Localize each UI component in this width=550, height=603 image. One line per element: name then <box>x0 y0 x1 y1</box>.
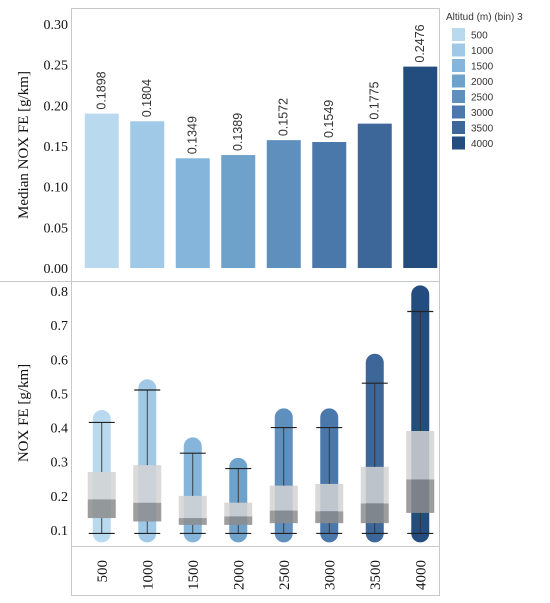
bar-2500 <box>266 140 301 268</box>
bottom-y-axis-title: NOX FE [g/km] <box>16 364 32 462</box>
legend-swatch-1000 <box>452 43 465 57</box>
data-label-4000: 0.2476 <box>413 24 427 62</box>
data-label-2500: 0.1572 <box>277 98 291 136</box>
bottom-y-tick-label: 0.2 <box>51 490 69 505</box>
chart-frame <box>71 8 440 596</box>
box-4000 <box>406 285 435 543</box>
box-3500 <box>360 353 389 543</box>
data-label-3500: 0.1775 <box>368 81 382 119</box>
bar-1000 <box>130 121 165 269</box>
box-lower <box>133 502 162 522</box>
box-3000 <box>315 408 344 543</box>
bar-500 <box>84 113 119 268</box>
x-tick-label: 1000 <box>140 560 156 590</box>
box-1500 <box>178 437 207 543</box>
box-lower <box>178 518 207 525</box>
x-tick-label: 1500 <box>186 560 202 590</box>
box-lower <box>406 479 435 513</box>
bottom-y-tick-label: 0.6 <box>51 353 69 368</box>
legend-label-2500: 2500 <box>471 93 494 104</box>
x-tick-label: 500 <box>95 560 111 583</box>
x-tick-label: 2500 <box>277 560 293 590</box>
box-upper <box>224 502 253 517</box>
x-tick-label: 2000 <box>231 560 247 590</box>
data-label-3000: 0.1549 <box>322 100 336 138</box>
legend-swatch-2500 <box>452 90 465 103</box>
legend-swatch-4000 <box>452 136 465 150</box>
data-label-1000: 0.1804 <box>140 79 154 117</box>
top-y-ticks: 0.00 0.05 0.10 0.15 0.20 0.25 0.30 <box>44 18 69 277</box>
top-data-labels: 0.1898 0.1804 0.1349 0.1389 0.1572 0.1549 0.17… <box>95 24 428 154</box>
box-2000 <box>224 457 253 543</box>
box-lower <box>87 499 116 519</box>
top-y-tick-label: 0.00 <box>44 262 69 277</box>
legend-label-1500: 1500 <box>471 62 494 73</box>
legend-swatch-3500 <box>452 121 465 134</box>
box-500 <box>87 410 116 543</box>
top-y-tick-label: 0.25 <box>44 59 69 74</box>
legend-label-3500: 3500 <box>471 124 494 135</box>
x-tick-label: 3500 <box>368 560 384 590</box>
x-tick-label: 3000 <box>322 560 338 590</box>
box-upper <box>360 466 389 504</box>
legend-swatch-1500 <box>452 59 465 72</box>
box-lower <box>269 510 298 524</box>
bar-3000 <box>312 142 347 268</box>
top-y-tick-label: 0.20 <box>44 99 69 114</box>
top-y-tick-label: 0.15 <box>44 140 69 155</box>
bottom-y-tick-label: 0.7 <box>51 319 69 334</box>
box-upper <box>133 465 162 503</box>
bar-1500 <box>175 158 210 268</box>
box-upper <box>178 495 207 519</box>
box-upper <box>315 483 344 512</box>
legend-title: Altitud (m) (bin) 3 <box>446 12 523 23</box>
legend-label-3000: 3000 <box>471 108 494 119</box>
box-lower <box>360 503 389 524</box>
x-tick-labels: 500 1000 1500 2000 2500 3000 3500 4000 <box>95 560 430 590</box>
bottom-y-tick-label: 0.1 <box>51 524 69 539</box>
bottom-y-tick-label: 0.3 <box>51 456 69 471</box>
bottom-y-ticks: 0.1 0.2 0.3 0.4 0.5 0.6 0.7 0.8 <box>51 285 69 539</box>
legend-label-2000: 2000 <box>471 77 494 88</box>
box-lower <box>315 511 344 524</box>
bar-3500 <box>357 123 392 268</box>
legend-swatch-3000 <box>452 105 465 119</box>
data-label-2000: 0.1389 <box>231 113 245 151</box>
legend-swatch-2000 <box>452 74 465 88</box>
x-tick-label: 4000 <box>413 560 429 590</box>
box-2500 <box>269 408 298 543</box>
top-y-axis-title: Median NOX FE [g/km] <box>16 71 32 219</box>
data-label-500: 0.1898 <box>95 71 109 109</box>
box-upper <box>269 485 298 511</box>
bar-2000 <box>221 155 256 268</box>
bar-4000 <box>403 66 438 268</box>
bottom-y-tick-label: 0.5 <box>51 387 69 402</box>
legend-swatch-500 <box>452 28 465 41</box>
box-plots <box>87 285 435 543</box>
top-y-tick-label: 0.30 <box>44 18 69 33</box>
legend-label-500: 500 <box>471 31 488 42</box>
data-label-1500: 0.1349 <box>186 116 200 154</box>
legend-label-1000: 1000 <box>471 46 494 57</box>
box-upper <box>406 430 435 480</box>
box-lower <box>224 516 253 525</box>
box-1000 <box>133 379 162 543</box>
top-y-tick-label: 0.10 <box>44 181 69 196</box>
bottom-y-tick-label: 0.4 <box>51 422 69 437</box>
legend: Altitud (m) (bin) 3 500 1000 1500 2000 2500 3… <box>446 12 523 150</box>
legend-label-4000: 4000 <box>471 139 494 150</box>
bottom-y-tick-label: 0.8 <box>51 285 69 300</box>
top-bars <box>84 66 438 269</box>
box-upper <box>87 471 116 500</box>
top-y-tick-label: 0.05 <box>44 221 69 236</box>
